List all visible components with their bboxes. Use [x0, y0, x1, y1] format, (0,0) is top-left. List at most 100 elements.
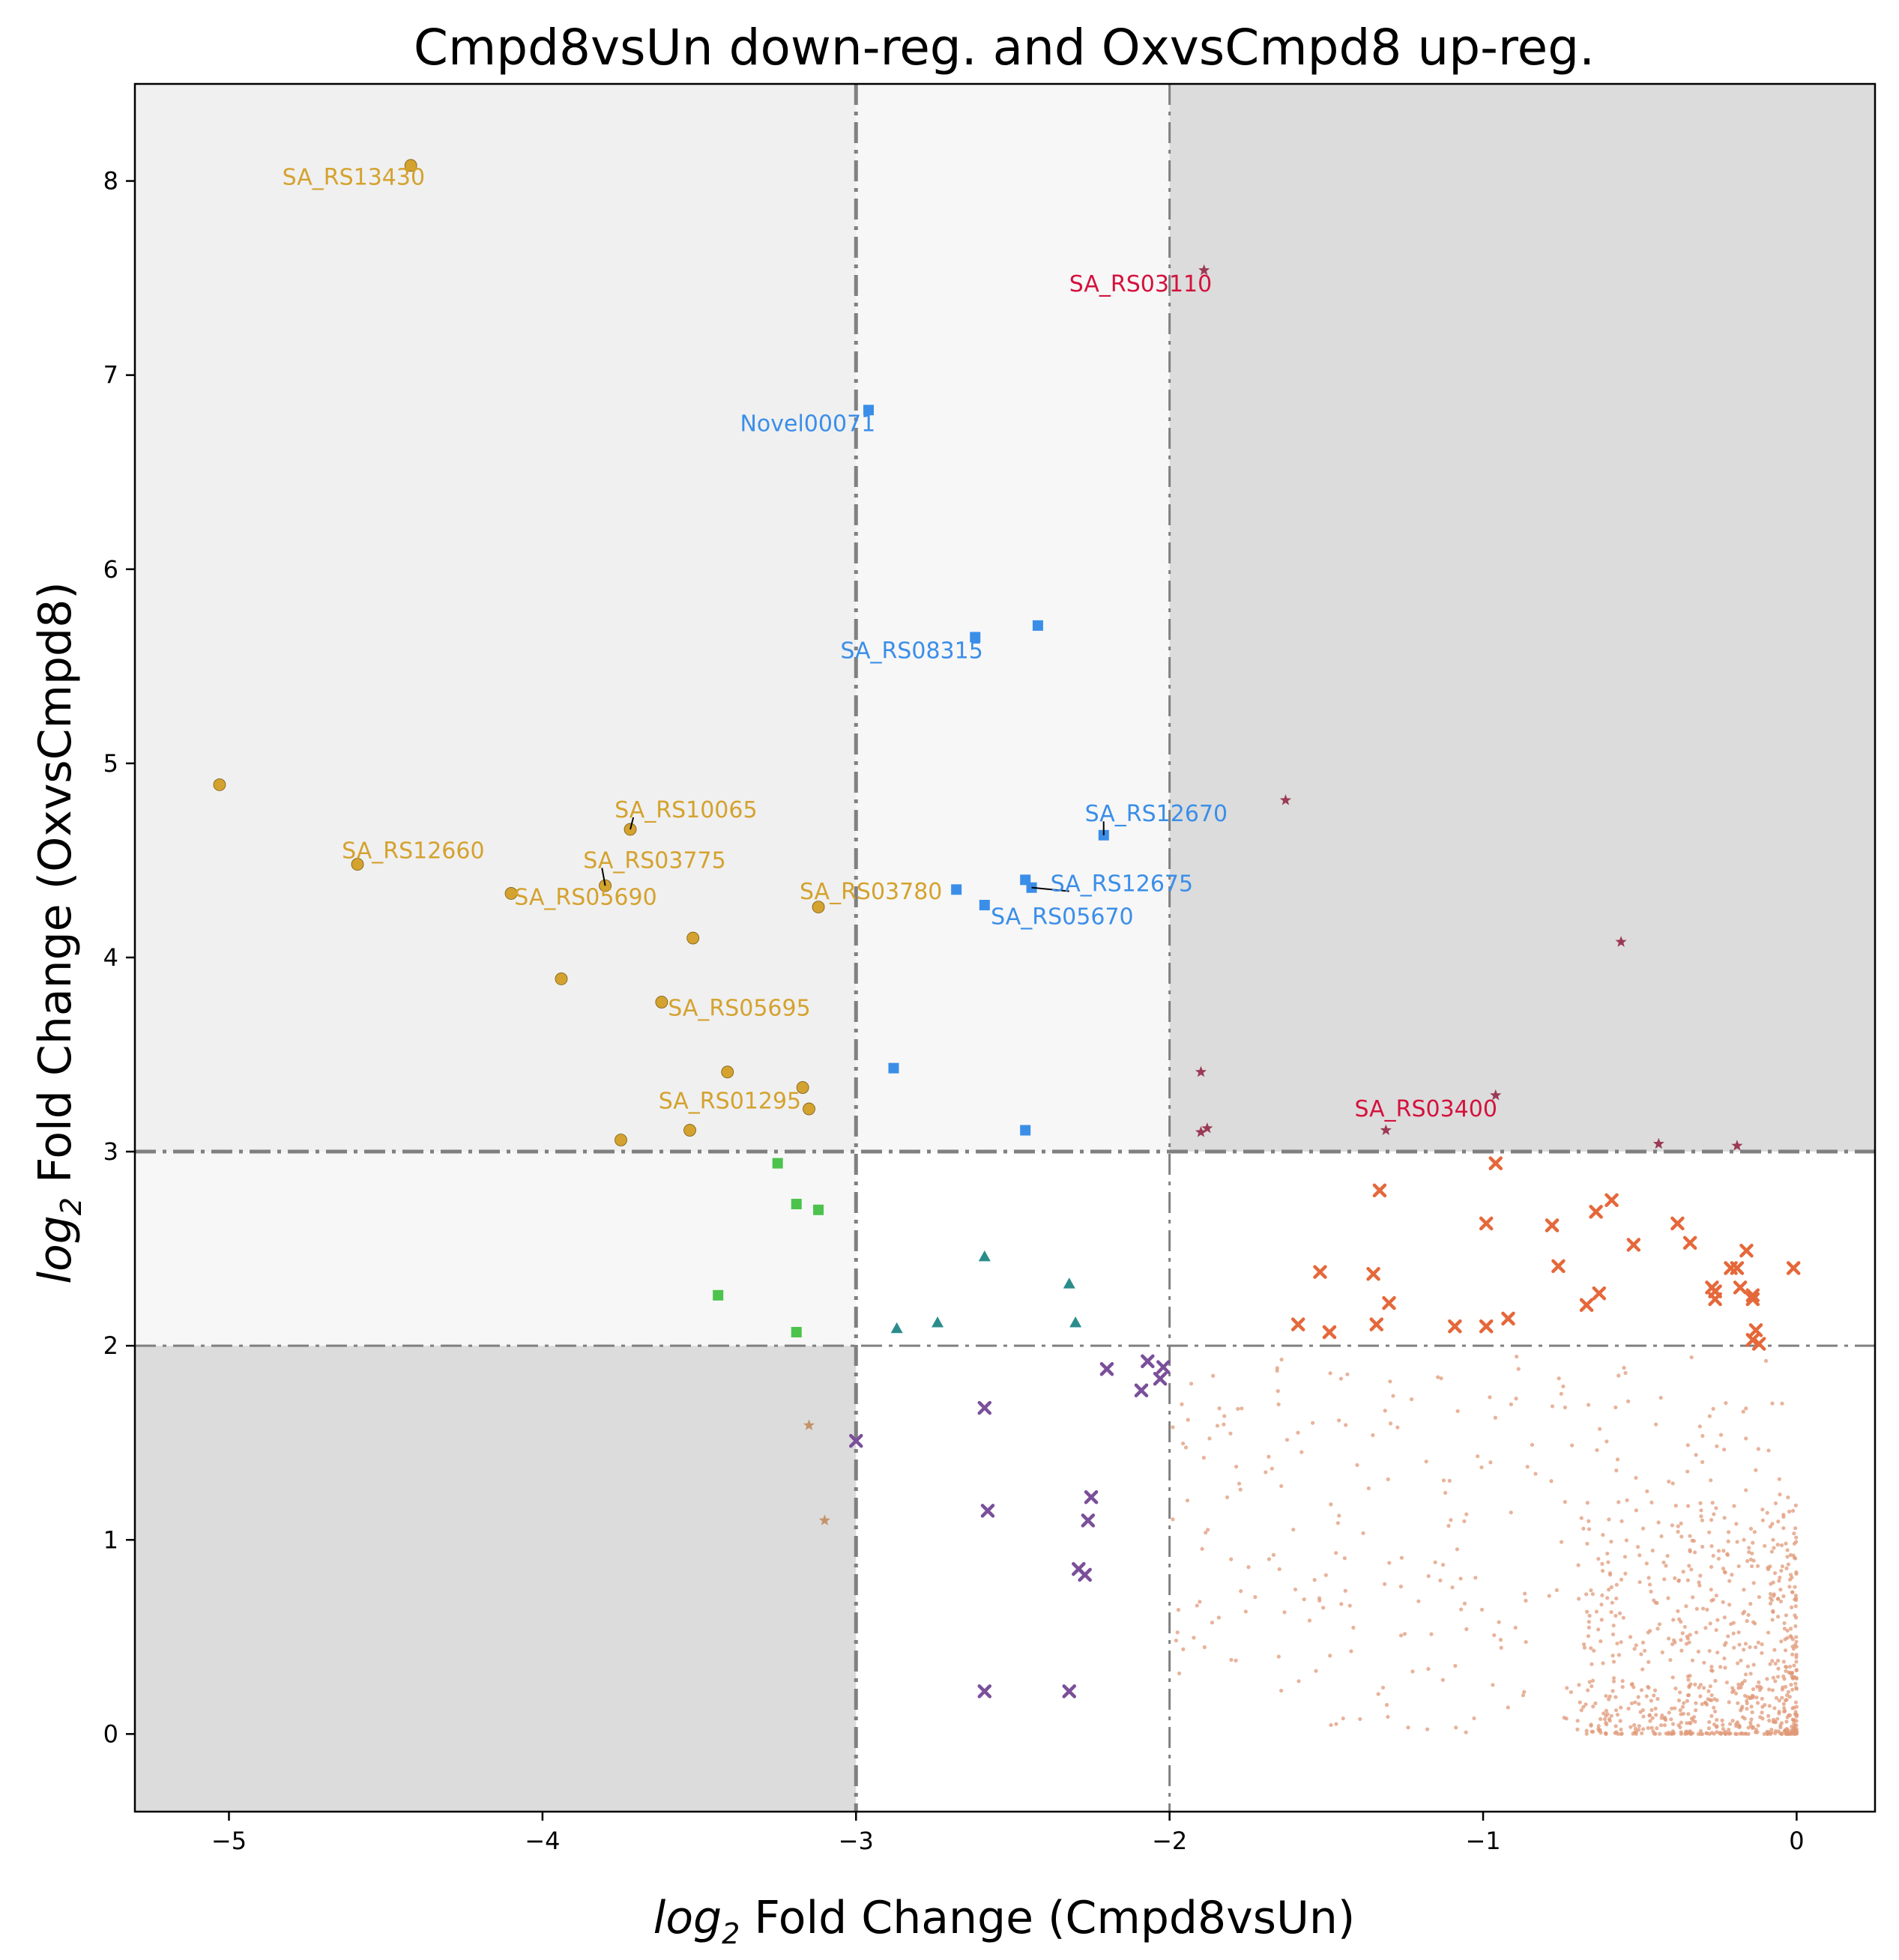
- background-point: [1779, 1543, 1784, 1548]
- background-point: [1713, 1678, 1718, 1683]
- background-point: [1712, 1512, 1716, 1516]
- background-point: [1658, 1723, 1664, 1728]
- background-point: [1770, 1618, 1775, 1622]
- background-point: [1410, 1669, 1415, 1674]
- background-point: [1284, 1438, 1290, 1442]
- background-point: [1589, 1684, 1594, 1689]
- background-point: [1585, 1501, 1589, 1505]
- background-point: [1701, 1606, 1706, 1611]
- data-point-green: [791, 1327, 802, 1338]
- background-point: [1773, 1679, 1778, 1684]
- background-point: [1384, 1702, 1389, 1708]
- background-point: [1479, 1607, 1485, 1612]
- background-point: [1641, 1714, 1646, 1719]
- background-point: [1790, 1575, 1794, 1580]
- background-point: [1611, 1679, 1616, 1684]
- background-point: [1497, 1620, 1501, 1624]
- background-point: [1662, 1577, 1667, 1582]
- annotation-label: SA_RS03400: [1354, 1096, 1497, 1122]
- background-point: [1605, 1551, 1610, 1556]
- background-point: [1704, 1731, 1709, 1736]
- background-point: [1756, 1723, 1760, 1728]
- background-point: [1614, 1582, 1619, 1587]
- background-point: [1607, 1588, 1611, 1592]
- data-point-red: [1380, 1124, 1392, 1135]
- background-point: [1784, 1665, 1789, 1669]
- background-point: [1788, 1731, 1793, 1736]
- background-point: [1697, 1685, 1701, 1690]
- background-point: [1769, 1731, 1774, 1735]
- background-point: [1765, 1510, 1769, 1515]
- background-point: [1718, 1433, 1724, 1437]
- background-point: [1656, 1520, 1661, 1525]
- background-point: [1794, 1652, 1799, 1657]
- background-point: [1789, 1605, 1794, 1609]
- background-point: [1769, 1598, 1774, 1603]
- background-point: [1760, 1507, 1765, 1512]
- background-point: [1757, 1684, 1762, 1689]
- background-point: [1673, 1576, 1677, 1580]
- background-point: [1225, 1495, 1230, 1500]
- background-point: [1734, 1522, 1739, 1526]
- background-point: [1789, 1627, 1793, 1631]
- background-point: [1754, 1730, 1758, 1734]
- background-point: [1275, 1368, 1279, 1373]
- background-point: [1575, 1719, 1580, 1723]
- background-point: [1222, 1422, 1226, 1427]
- background-point: [1509, 1510, 1513, 1515]
- background-point: [1587, 1613, 1592, 1618]
- background-point: [1756, 1447, 1761, 1451]
- background-point: [1634, 1730, 1638, 1734]
- background-point: [1754, 1468, 1758, 1472]
- background-point: [1743, 1672, 1748, 1677]
- data-point-purple: [1078, 1567, 1092, 1582]
- background-point: [1441, 1478, 1446, 1483]
- data-point-red: [1731, 1140, 1743, 1151]
- background-point: [1238, 1487, 1243, 1492]
- background-point: [1271, 1552, 1276, 1557]
- background-point: [1748, 1526, 1754, 1531]
- background-point: [1715, 1618, 1720, 1622]
- background-point: [1598, 1730, 1603, 1735]
- background-point: [1637, 1580, 1642, 1585]
- background-point: [1616, 1373, 1621, 1378]
- background-point: [1425, 1727, 1430, 1731]
- background-point: [1787, 1713, 1793, 1717]
- background-point: [1757, 1688, 1762, 1693]
- background-point: [1734, 1724, 1739, 1728]
- background-point: [1766, 1448, 1771, 1453]
- background-point: [1185, 1498, 1190, 1503]
- background-point: [1293, 1587, 1298, 1592]
- background-point: [1598, 1716, 1603, 1721]
- background-point: [1745, 1707, 1749, 1711]
- background-point: [1714, 1593, 1718, 1598]
- background-point: [1721, 1722, 1725, 1727]
- background-point: [1791, 1718, 1796, 1722]
- background-point: [1440, 1678, 1445, 1682]
- background-point: [1694, 1708, 1698, 1713]
- background-point: [1654, 1713, 1658, 1717]
- background-point: [1694, 1453, 1698, 1457]
- background-point: [1637, 1728, 1641, 1732]
- background-point: [1312, 1578, 1317, 1582]
- background-point: [1576, 1563, 1581, 1567]
- background-point: [1792, 1541, 1797, 1546]
- background-point: [1678, 1708, 1682, 1713]
- background-point: [1751, 1581, 1756, 1585]
- background-point: [1712, 1731, 1716, 1736]
- background-point: [1760, 1696, 1764, 1701]
- background-point: [1771, 1609, 1775, 1615]
- background-point: [1729, 1621, 1733, 1627]
- background-point: [1710, 1501, 1715, 1505]
- background-point: [1609, 1540, 1613, 1544]
- background-point: [1700, 1702, 1704, 1707]
- background-point: [1750, 1693, 1754, 1698]
- background-point: [1228, 1431, 1233, 1436]
- background-point: [1784, 1728, 1788, 1733]
- background-point: [1770, 1522, 1775, 1526]
- background-point: [1711, 1553, 1715, 1558]
- background-point: [1694, 1606, 1699, 1611]
- background-point: [1607, 1716, 1612, 1721]
- background-point: [1681, 1570, 1685, 1574]
- background-point: [1646, 1725, 1650, 1730]
